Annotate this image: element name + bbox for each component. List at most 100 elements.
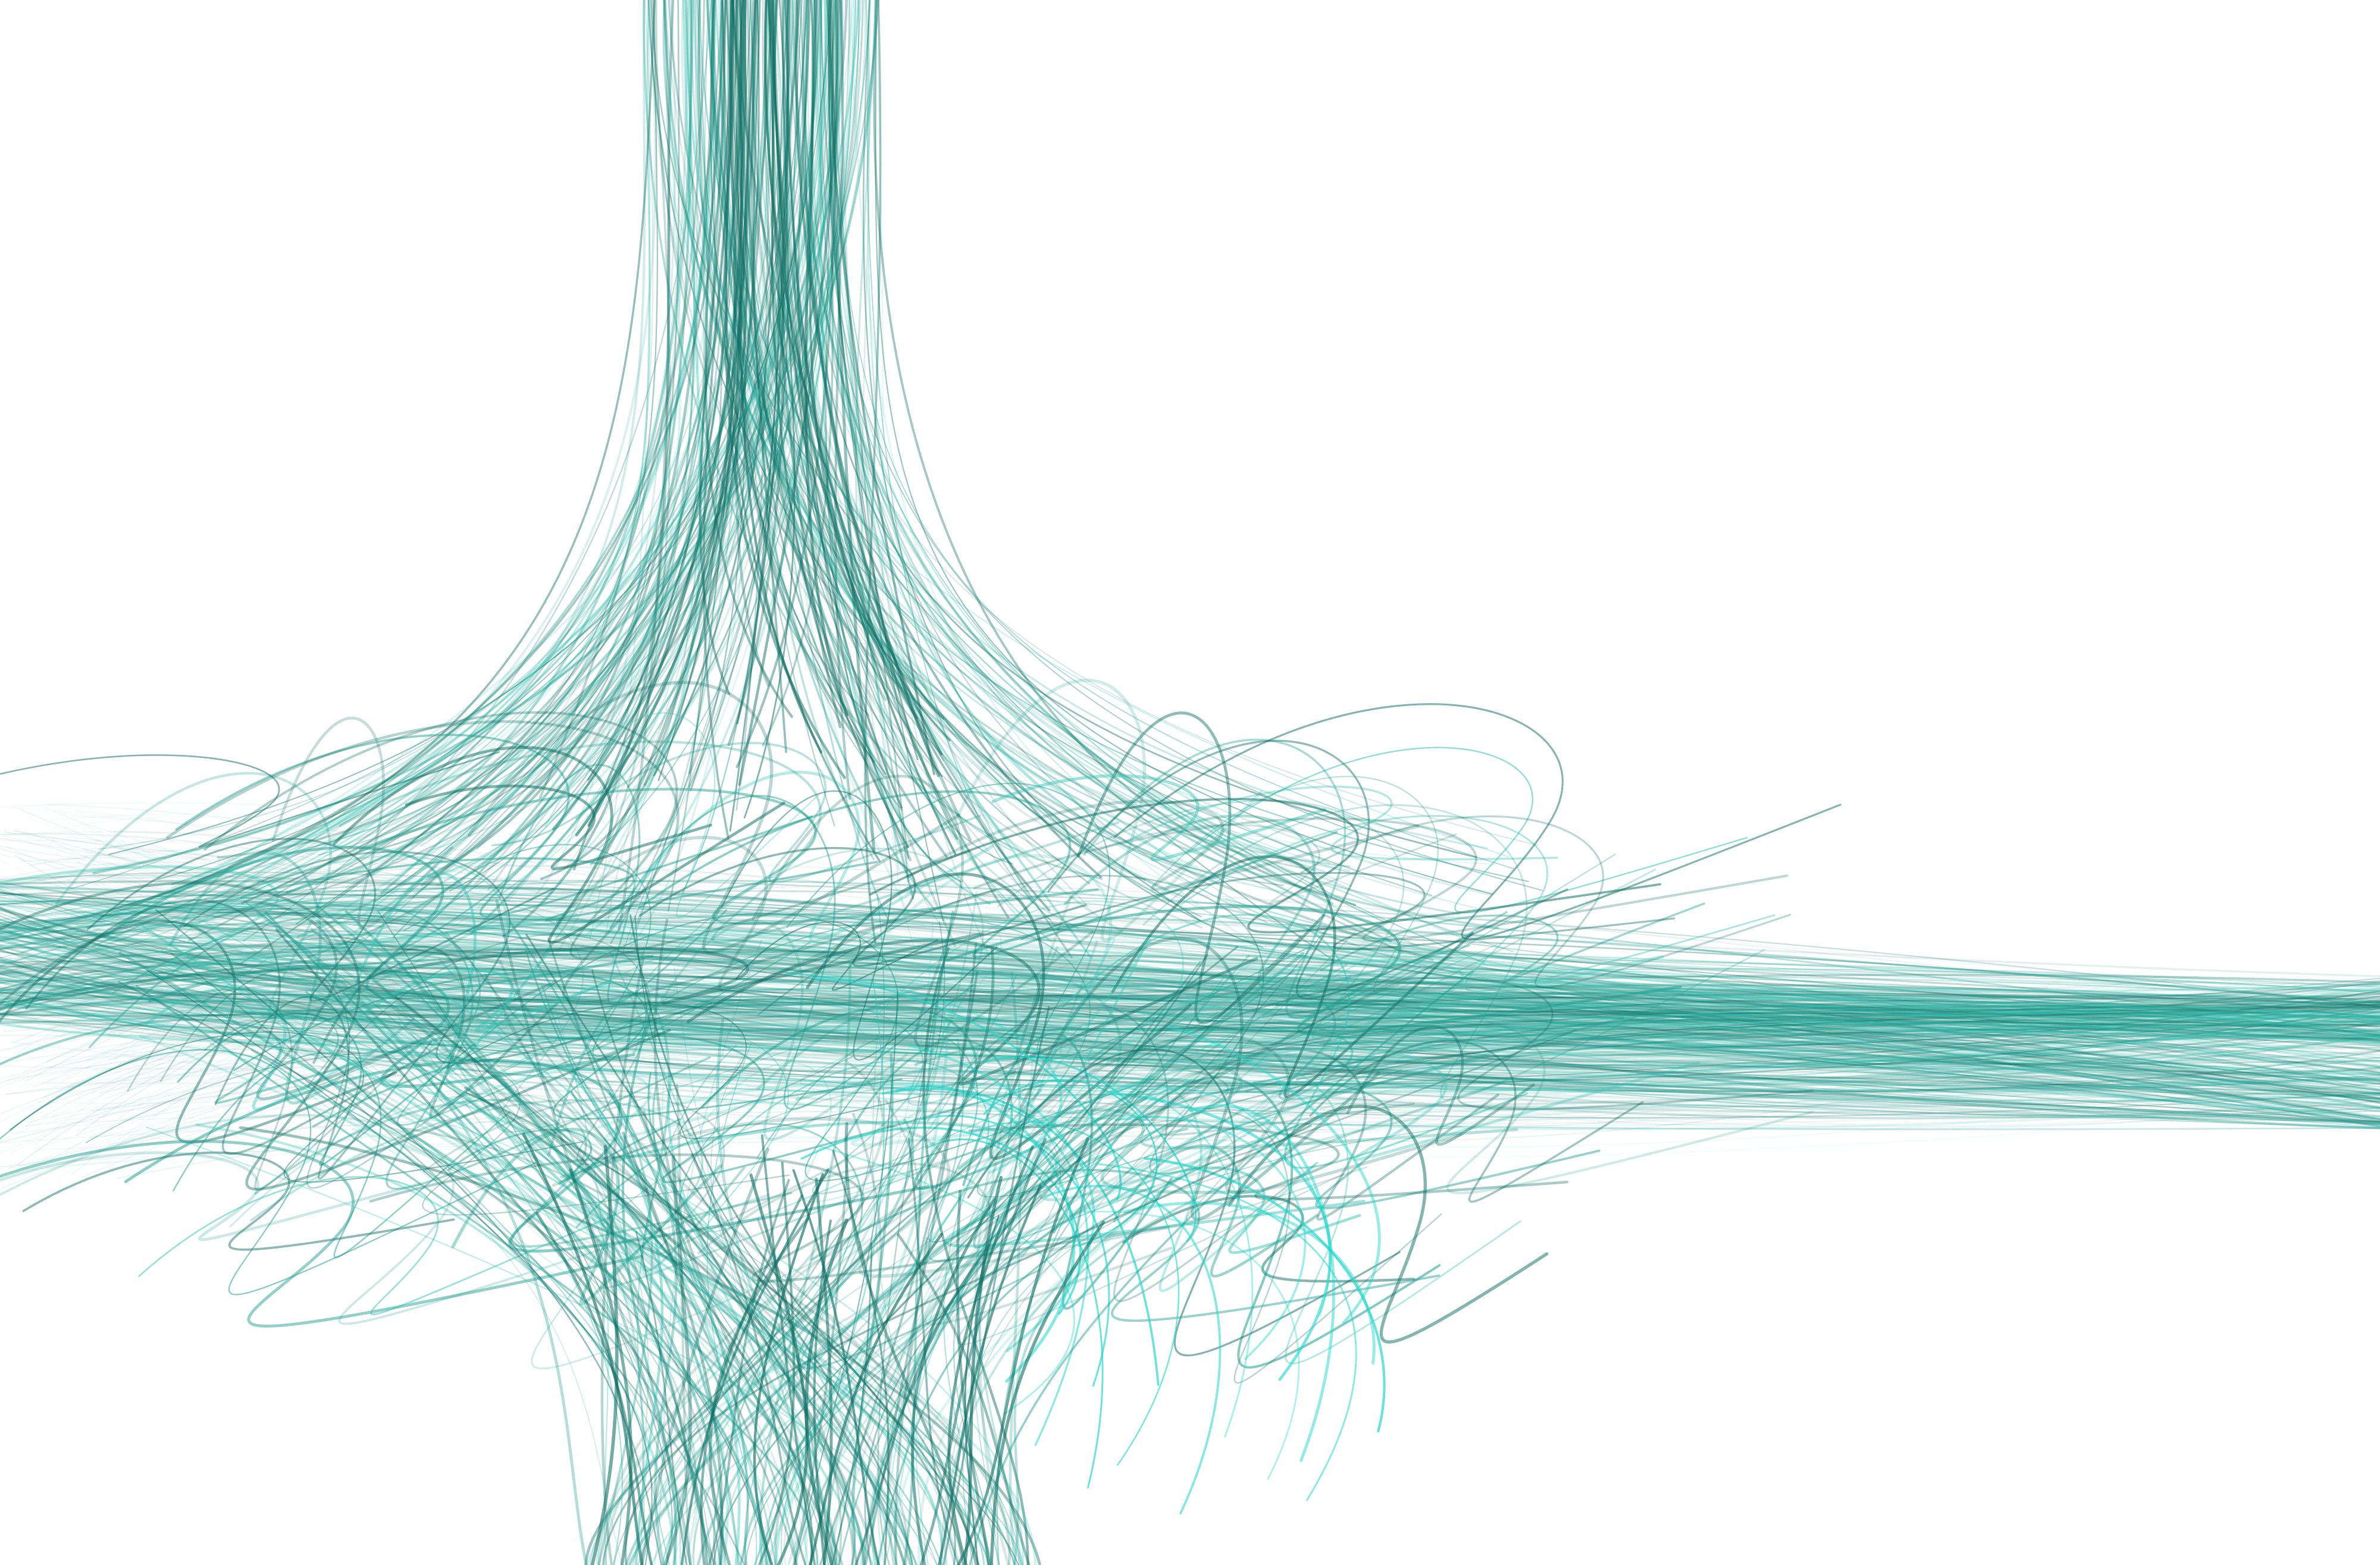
stalk-strand [610,0,836,945]
tail-strand [1332,1003,2380,1021]
tail-strand [1244,937,2380,1013]
haze-strand [32,973,2120,1087]
spread-strand [0,949,2380,1037]
base-strand [674,967,809,1565]
tail-strand [1325,1027,2380,1078]
spread-strand [0,918,2380,1093]
haze-strand [0,861,2169,1047]
spread-strand [0,890,2380,1067]
base-strand [464,1086,907,1565]
stalk-strand [788,0,1182,888]
spread-strand [0,923,2380,1036]
accent-strand [1095,1163,1357,1501]
spread-strand [0,905,2380,1050]
base-core-strand [569,1168,633,1565]
spread-strand [0,885,2380,1031]
stalk-strand [333,0,843,851]
haze-strand [0,1002,2378,1058]
loop-strand [449,1067,775,1141]
spread-strand [0,921,2380,1063]
stalk-strand [813,0,1167,891]
tail-strand [1285,923,2380,1040]
haze-strand [45,986,2048,1072]
haze-strand [15,994,2347,1170]
stalk-strand [340,0,796,961]
haze-strand [27,1006,2158,1046]
stalk-strand [0,0,688,887]
haze-strand [36,917,2069,1070]
base-strand [710,1056,938,1565]
haze-strand [0,876,2323,1083]
base-core-strand [956,1137,1089,1565]
haze-strand [10,906,2135,1052]
haze-strand [0,1023,2171,1154]
tail-strand [1335,1003,2380,1027]
haze-strand [48,976,2297,1096]
tail-strand [1158,1001,2380,1029]
base-strand [962,1125,1463,1565]
base-core-strand [640,1147,770,1565]
base-strand [953,1082,1167,1565]
spread-strand [0,880,2380,1034]
haze-strand [12,879,2193,1074]
loop-strand [632,920,908,1141]
spread-strand [0,912,2380,1102]
base-strand [653,918,844,1565]
loop-strand [166,720,996,1004]
stalk-strand [372,0,680,852]
haze-strand [7,872,2380,1062]
loop-strand [1052,1075,1441,1369]
tail-strand [1285,1001,2380,1049]
spread-strand [0,911,2380,1048]
loop-strand [1047,739,1568,1000]
stalk-strand [487,0,865,891]
haze-strand [0,876,2030,1105]
loop-strand [369,932,984,1005]
spread-strand [0,987,2380,1045]
base-strand [586,1034,1451,1565]
loop-strand [422,1096,912,1256]
spread-strand [0,953,2380,1000]
loop-strand [240,857,878,922]
base-strand [602,946,1238,1565]
spread-strand [0,989,2380,1045]
stalk-core-strand [772,0,842,729]
spread-strand [0,1013,2380,1079]
haze-strand [92,978,2311,1103]
spread-strand [0,923,2380,1062]
haze-strand [23,1016,2159,1177]
base-strand [342,1043,916,1565]
tail-strand [1295,1001,2380,1080]
haze-strand [107,969,2182,1052]
stalk-core-strand [552,0,749,830]
spread-strand [0,921,2380,1100]
loop-strand [498,764,728,1005]
spread-strand [0,977,2380,1081]
haze-strand [0,909,2217,1058]
base-strand [597,1093,653,1565]
spread-strand [0,1020,2380,1041]
spread-strand [0,897,2380,1090]
spread-strand [0,1003,2380,1051]
haze-strand [41,931,2060,1085]
haze-strand [32,958,2088,1017]
stalk-strand [840,0,900,871]
spread-strand [0,947,2380,1059]
haze-strand [0,865,2099,1102]
spread-strand [0,965,2380,1068]
spread-strand [0,912,2380,1010]
spread-strand [0,909,2380,1021]
spread-strand [0,979,2380,1094]
spread-strand [0,936,2380,1043]
stalk-strand [255,0,654,907]
tail-strand [1320,1011,2380,1109]
stalk-strand [596,0,709,890]
stalk-core-strand [801,0,972,842]
tail-strand [1245,1002,2380,1092]
haze-strand [48,911,2340,1034]
loop-strand [1300,815,1792,989]
tail-strand [1274,978,2380,1003]
haze-strand [71,815,2129,1087]
stalk-strand [86,0,828,929]
haze-strand [53,1007,2199,1121]
